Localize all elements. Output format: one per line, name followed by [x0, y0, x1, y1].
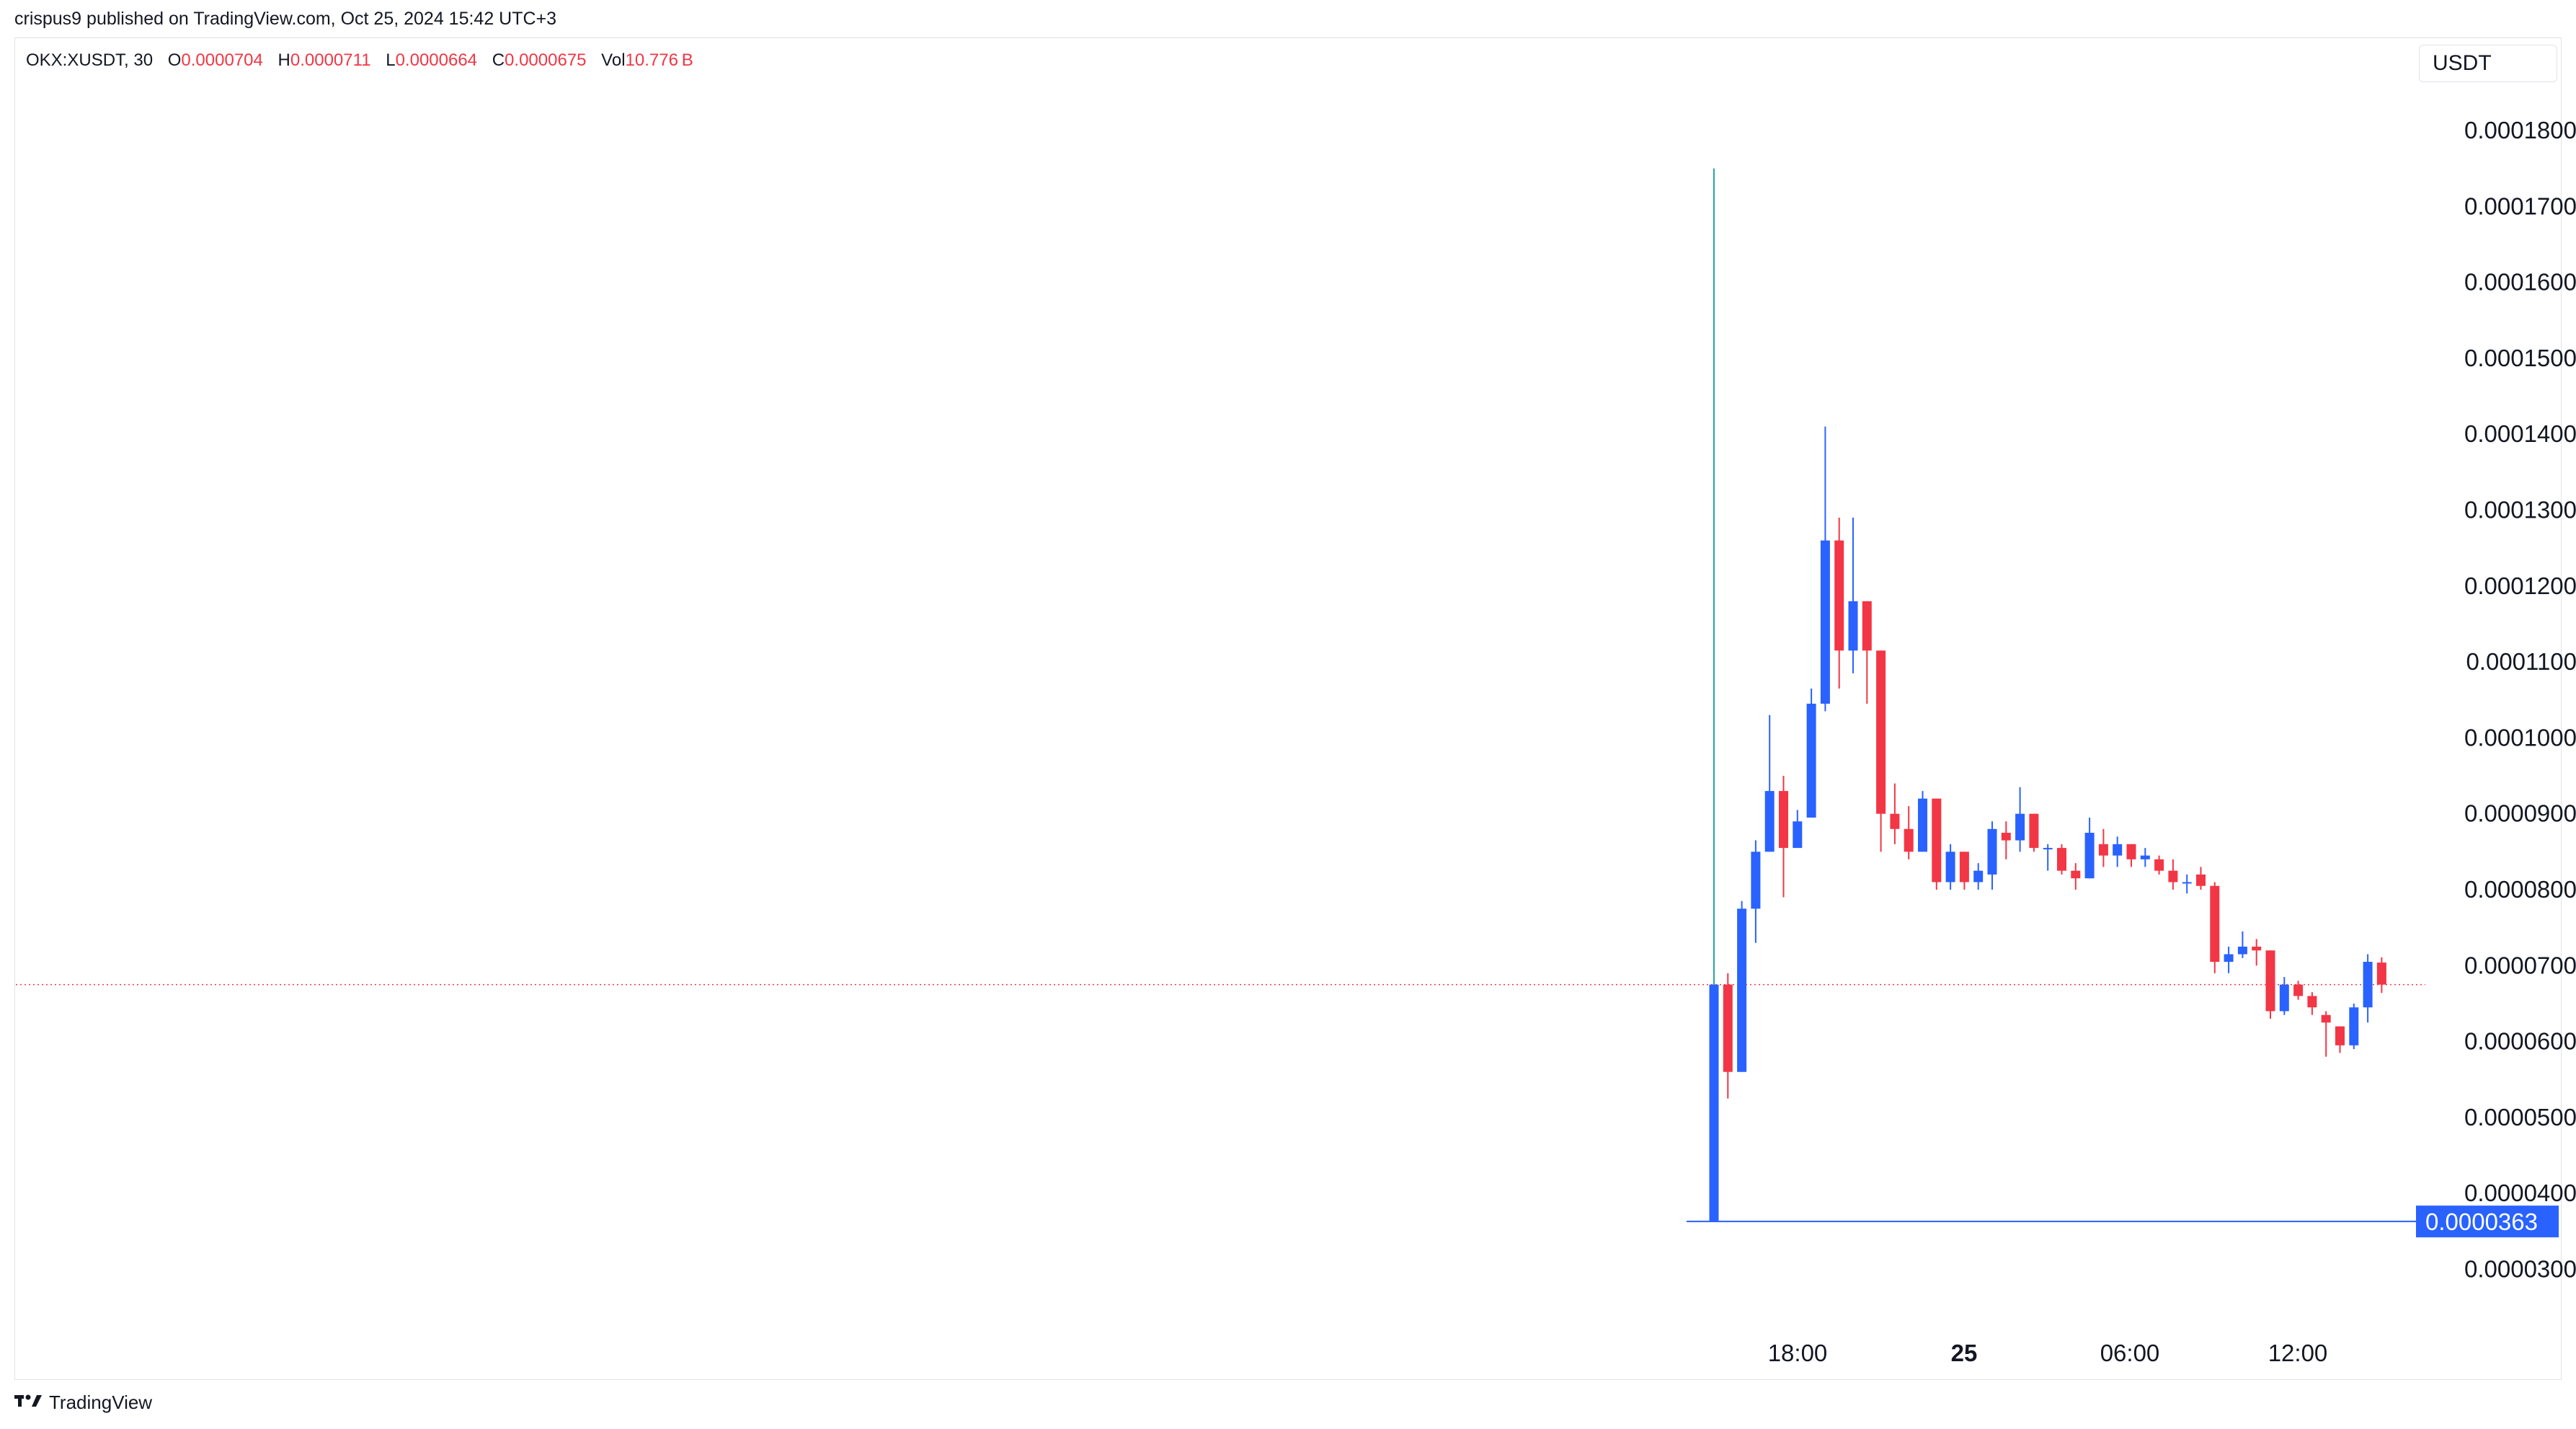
candle-body — [1709, 984, 1719, 1222]
candle-body — [1904, 828, 1914, 852]
publisher-header: crispus9 published on TradingView.com, O… — [14, 9, 557, 29]
y-tick-label: 0.0001600 — [2464, 269, 2576, 296]
y-tick-label: 0.0001400 — [2464, 420, 2576, 447]
candle-body — [1987, 828, 1997, 875]
ohlc-legend: OKX:XUSDT, 30 O0.0000704 H0.0000711 L0.0… — [26, 50, 693, 71]
candle-body — [2001, 833, 2011, 841]
low-value: 0.0000664 — [395, 50, 478, 70]
low-marker-badge — [2416, 1205, 2559, 1238]
y-tick-label: 0.0001000 — [2464, 724, 2576, 751]
candle-body — [1806, 704, 1816, 818]
candle-body — [1848, 601, 1858, 651]
symbol-label[interactable]: OKX:XUSDT, 30 — [26, 50, 154, 70]
high-label: H — [277, 50, 290, 70]
candle-body — [1723, 984, 1733, 1072]
candle-body — [2196, 874, 2206, 886]
y-tick-label: 0.0000600 — [2464, 1028, 2576, 1055]
y-tick-label: 0.0001200 — [2464, 572, 2576, 599]
chart-frame — [14, 37, 2562, 1380]
x-tick-label: 12:00 — [2268, 1340, 2328, 1366]
candle-body — [2168, 870, 2178, 882]
y-tick-label: 0.0000800 — [2464, 876, 2576, 903]
candle-body — [2321, 1014, 2331, 1023]
candle-body — [1959, 851, 1969, 882]
candle-body — [2237, 946, 2247, 955]
candle-body — [2084, 833, 2095, 879]
candle-body — [1779, 791, 1788, 849]
candle-body — [2126, 844, 2136, 859]
candle-body — [1834, 540, 1844, 651]
candle-body — [1876, 650, 1886, 814]
candle-body — [1890, 813, 1900, 829]
candle-body — [2029, 813, 2039, 849]
y-tick-label: 0.0001700 — [2464, 193, 2576, 219]
candle-body — [1793, 821, 1803, 849]
candle-body — [2293, 984, 2304, 996]
x-tick-label: 18:00 — [1768, 1340, 1828, 1366]
candle-body — [2210, 885, 2220, 963]
footer-brand[interactable]: TradingView — [14, 1392, 152, 1414]
y-tick-label: 0.0001300 — [2464, 497, 2576, 523]
candle-body — [2182, 882, 2192, 884]
candle-body — [2071, 870, 2081, 879]
candle-body — [1973, 870, 1984, 882]
candle-body — [1820, 540, 1830, 704]
y-tick-label: 0.0000400 — [2464, 1180, 2576, 1206]
low-label: L — [386, 50, 396, 70]
brand-label: TradingView — [49, 1392, 153, 1413]
low-marker-label: 0.0000363 — [2425, 1208, 2538, 1235]
candle-body — [2057, 848, 2066, 871]
candle-body — [2349, 1007, 2359, 1045]
candle-body — [2224, 954, 2234, 963]
high-value: 0.0000711 — [290, 50, 371, 70]
y-tick-label: 0.0000700 — [2464, 952, 2576, 978]
x-tick-label: 25 — [1951, 1340, 1978, 1366]
y-tick-label: 0.0001800 — [2464, 117, 2576, 143]
y-tick-label: 0.0001100 — [2466, 648, 2576, 675]
y-tick-label: 0.0000300 — [2464, 1256, 2576, 1283]
x-tick-label: 06:00 — [2100, 1340, 2160, 1366]
candle-body — [1737, 908, 1747, 1072]
candle-body — [2376, 963, 2386, 985]
candle-body — [1945, 851, 1955, 882]
y-tick-label: 0.0001500 — [2464, 345, 2576, 371]
candle-body — [2363, 962, 2373, 1008]
candle-body — [2279, 984, 2289, 1012]
candle-body — [2307, 996, 2317, 1008]
open-value: 0.0000704 — [181, 50, 263, 70]
candle-body — [2252, 946, 2262, 951]
close-value: 0.0000675 — [505, 50, 587, 70]
candle-body — [2154, 859, 2164, 871]
candle-body — [2113, 844, 2123, 856]
candle-body — [1918, 798, 1927, 852]
volume-value: 10.776 B — [625, 50, 693, 70]
candle-body — [2265, 950, 2275, 1012]
candle-body — [2098, 844, 2108, 856]
candle-body — [1764, 791, 1775, 852]
candle-body — [1932, 798, 1942, 882]
tradingview-logo-icon — [14, 1392, 43, 1414]
open-label: O — [167, 50, 182, 70]
volume-label: Vol — [601, 50, 626, 70]
candle-body — [2043, 848, 2053, 850]
candle-body — [1862, 601, 1872, 651]
candle-body — [2335, 1026, 2345, 1045]
candle-body — [1751, 851, 1761, 909]
y-tick-label: 0.0000900 — [2464, 800, 2576, 827]
candle-body — [2015, 813, 2025, 841]
close-label: C — [492, 50, 505, 70]
y-tick-label: 0.0000500 — [2464, 1104, 2576, 1131]
candle-body — [2140, 855, 2150, 859]
currency-button[interactable]: USDT — [2419, 45, 2557, 82]
